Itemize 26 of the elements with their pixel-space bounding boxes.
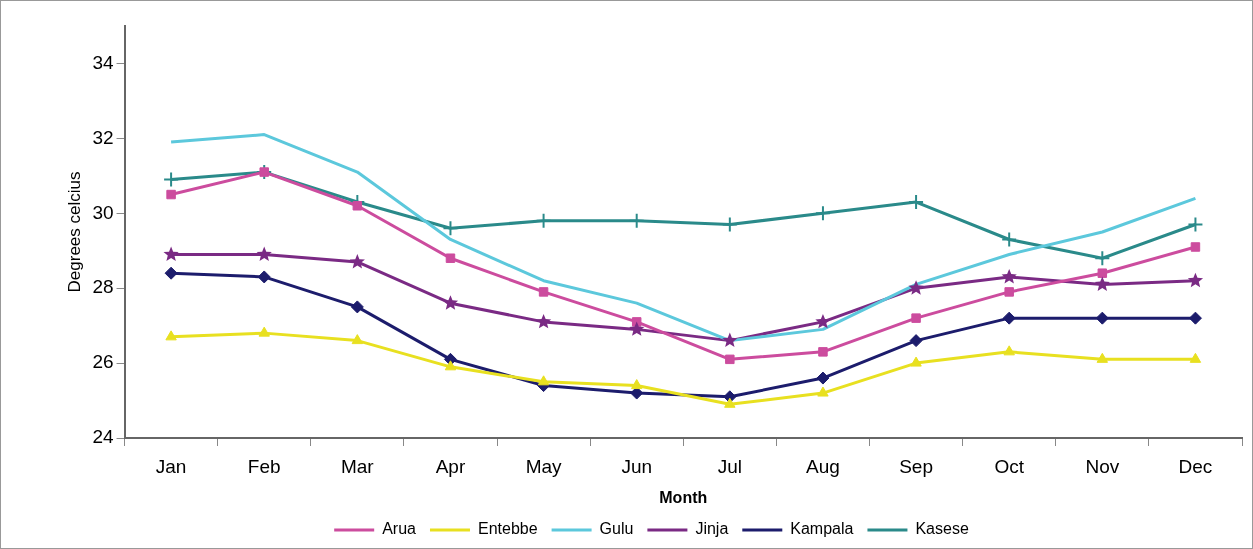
legend-label: Kasese	[915, 520, 969, 538]
x-tick-label: Apr	[435, 455, 466, 477]
y-tick-label: 30	[92, 201, 114, 223]
y-tick-label: 26	[92, 351, 114, 373]
x-tick-label: Jan	[155, 455, 187, 477]
x-tick-label: Oct	[994, 455, 1025, 477]
y-tick-label: 34	[92, 51, 114, 73]
x-tick-label: Dec	[1178, 455, 1213, 477]
x-tick-label: Aug	[806, 455, 840, 477]
x-tick-label: Sep	[899, 455, 933, 477]
legend-label: Gulu	[599, 520, 634, 538]
legend-label: Arua	[382, 520, 417, 538]
y-axis-title: Degrees celcius	[64, 171, 84, 293]
x-tick-label: Jul	[717, 455, 742, 477]
y-tick-label: 28	[92, 276, 114, 298]
x-tick-label: Nov	[1085, 455, 1120, 477]
x-tick-label: Jun	[621, 455, 653, 477]
x-tick-label: Feb	[247, 455, 281, 477]
x-tick-label: Mar	[340, 455, 375, 477]
legend-label: Jinja	[695, 520, 729, 538]
y-tick-label: 24	[92, 426, 114, 448]
legend-label: Entebbe	[477, 520, 538, 538]
x-axis-title: Month	[659, 488, 708, 506]
x-tick-label: May	[525, 455, 563, 477]
legend-label: Kampala	[790, 520, 854, 538]
y-tick-label: 32	[92, 126, 114, 148]
